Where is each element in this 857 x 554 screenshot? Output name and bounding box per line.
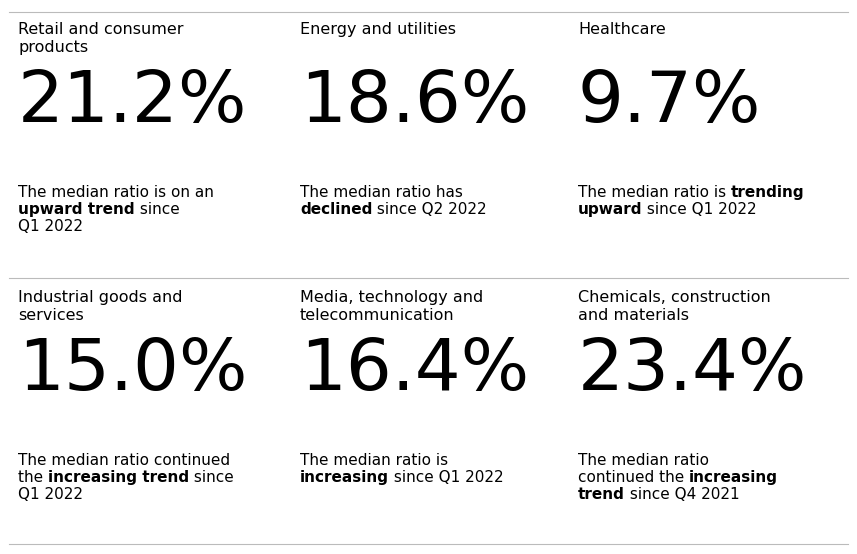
Text: 16.4%: 16.4% xyxy=(300,336,530,405)
Text: trend: trend xyxy=(578,487,625,502)
Text: Q1 2022: Q1 2022 xyxy=(18,219,83,234)
Text: 18.6%: 18.6% xyxy=(300,68,530,137)
Text: increasing: increasing xyxy=(300,470,389,485)
Text: The median ratio is: The median ratio is xyxy=(578,185,731,200)
Text: trending: trending xyxy=(731,185,805,200)
Text: increasing: increasing xyxy=(689,470,778,485)
Text: Q1 2022: Q1 2022 xyxy=(18,487,83,502)
Text: since Q1 2022: since Q1 2022 xyxy=(389,470,504,485)
Text: since Q4 2021: since Q4 2021 xyxy=(625,487,740,502)
Text: since: since xyxy=(189,470,234,485)
Text: continued the: continued the xyxy=(578,470,689,485)
Text: Chemicals, construction
and materials: Chemicals, construction and materials xyxy=(578,290,770,323)
Text: upward: upward xyxy=(578,202,643,217)
Text: since Q2 2022: since Q2 2022 xyxy=(373,202,487,217)
Text: increasing trend: increasing trend xyxy=(48,470,189,485)
Text: 23.4%: 23.4% xyxy=(578,336,807,405)
Text: 21.2%: 21.2% xyxy=(18,68,248,137)
Text: Industrial goods and
services: Industrial goods and services xyxy=(18,290,183,323)
Text: The median ratio continued: The median ratio continued xyxy=(18,453,231,468)
Text: since Q1 2022: since Q1 2022 xyxy=(643,202,757,217)
Text: The median ratio has: The median ratio has xyxy=(300,185,463,200)
Text: 15.0%: 15.0% xyxy=(18,336,248,405)
Text: upward trend: upward trend xyxy=(18,202,135,217)
Text: The median ratio: The median ratio xyxy=(578,453,709,468)
Text: Healthcare: Healthcare xyxy=(578,22,666,37)
Text: Retail and consumer
products: Retail and consumer products xyxy=(18,22,183,55)
Text: the: the xyxy=(18,470,48,485)
Text: 9.7%: 9.7% xyxy=(578,68,762,137)
Text: The median ratio is: The median ratio is xyxy=(300,453,448,468)
Text: The median ratio is on an: The median ratio is on an xyxy=(18,185,214,200)
Text: since: since xyxy=(135,202,179,217)
Text: declined: declined xyxy=(300,202,373,217)
Text: Media, technology and
telecommunication: Media, technology and telecommunication xyxy=(300,290,483,323)
Text: Energy and utilities: Energy and utilities xyxy=(300,22,456,37)
